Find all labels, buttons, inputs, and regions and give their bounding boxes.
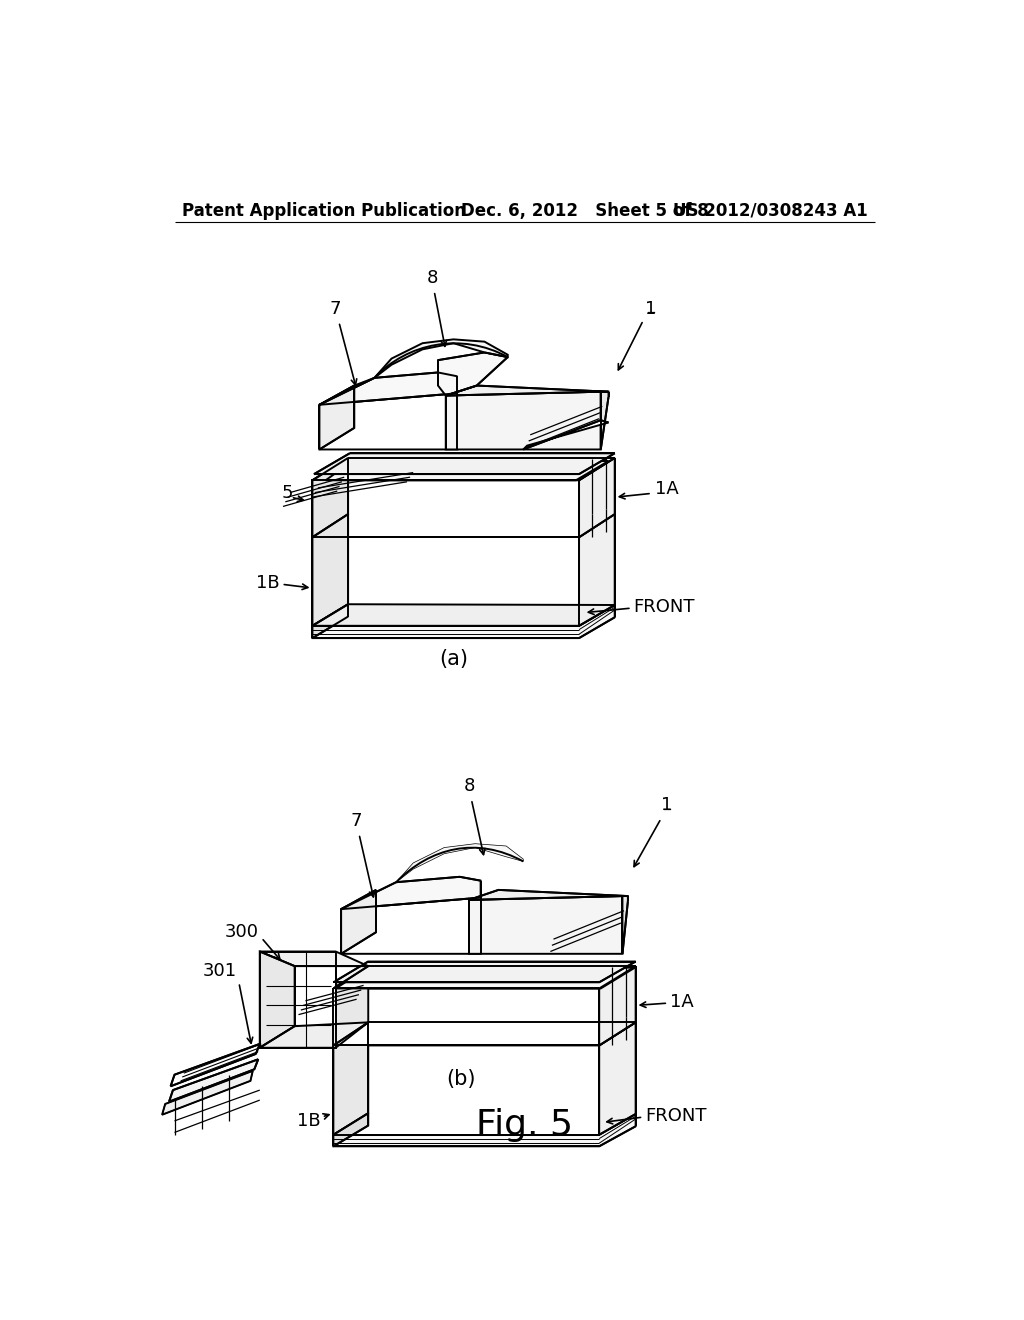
Polygon shape bbox=[341, 876, 480, 909]
Text: Fig. 5: Fig. 5 bbox=[476, 1107, 573, 1142]
Polygon shape bbox=[314, 453, 614, 474]
Polygon shape bbox=[341, 890, 376, 954]
Text: (b): (b) bbox=[446, 1069, 476, 1089]
Text: FRONT: FRONT bbox=[646, 1106, 708, 1125]
Polygon shape bbox=[579, 515, 614, 626]
Polygon shape bbox=[260, 952, 369, 966]
Text: 1A: 1A bbox=[655, 480, 679, 499]
Polygon shape bbox=[312, 515, 348, 626]
Polygon shape bbox=[334, 1022, 636, 1045]
Polygon shape bbox=[334, 989, 599, 1045]
Polygon shape bbox=[260, 952, 336, 1048]
Polygon shape bbox=[312, 605, 348, 638]
Polygon shape bbox=[599, 1022, 636, 1135]
Polygon shape bbox=[469, 890, 628, 900]
Polygon shape bbox=[334, 1045, 599, 1135]
Text: 1: 1 bbox=[645, 300, 656, 318]
Polygon shape bbox=[334, 961, 636, 982]
Polygon shape bbox=[312, 537, 579, 626]
Text: 7: 7 bbox=[330, 300, 341, 318]
Polygon shape bbox=[312, 458, 348, 537]
Text: Patent Application Publication: Patent Application Publication bbox=[182, 202, 466, 219]
Polygon shape bbox=[312, 458, 614, 480]
Polygon shape bbox=[334, 966, 369, 1045]
Polygon shape bbox=[319, 393, 458, 449]
Polygon shape bbox=[326, 461, 608, 480]
Polygon shape bbox=[334, 966, 636, 989]
Polygon shape bbox=[319, 385, 354, 449]
Polygon shape bbox=[445, 385, 608, 396]
Text: 7: 7 bbox=[351, 812, 362, 829]
Polygon shape bbox=[260, 952, 295, 1048]
Polygon shape bbox=[334, 1022, 369, 1135]
Polygon shape bbox=[523, 420, 608, 449]
Text: 8: 8 bbox=[427, 269, 438, 286]
Polygon shape bbox=[171, 1044, 260, 1086]
Polygon shape bbox=[260, 1022, 369, 1048]
Polygon shape bbox=[312, 480, 579, 537]
Polygon shape bbox=[312, 605, 614, 638]
Polygon shape bbox=[334, 1113, 369, 1146]
Polygon shape bbox=[601, 392, 608, 449]
Text: 300: 300 bbox=[224, 923, 258, 941]
Text: 1: 1 bbox=[660, 796, 673, 814]
Text: 1B: 1B bbox=[256, 574, 280, 593]
Polygon shape bbox=[341, 898, 480, 954]
Text: 8: 8 bbox=[463, 777, 475, 795]
Polygon shape bbox=[334, 1114, 636, 1146]
Polygon shape bbox=[319, 372, 458, 405]
Text: (a): (a) bbox=[439, 649, 468, 669]
Polygon shape bbox=[396, 843, 523, 882]
Text: 1B: 1B bbox=[297, 1111, 321, 1130]
Polygon shape bbox=[375, 339, 508, 378]
Polygon shape bbox=[312, 605, 614, 626]
Text: 1A: 1A bbox=[671, 993, 694, 1011]
Text: FRONT: FRONT bbox=[633, 598, 695, 616]
Text: 301: 301 bbox=[203, 962, 237, 979]
Polygon shape bbox=[336, 968, 635, 989]
Polygon shape bbox=[469, 896, 623, 954]
Text: 5: 5 bbox=[282, 484, 293, 503]
Polygon shape bbox=[319, 378, 375, 405]
Polygon shape bbox=[162, 1071, 253, 1114]
Polygon shape bbox=[445, 392, 601, 449]
Polygon shape bbox=[599, 966, 636, 1045]
Polygon shape bbox=[438, 352, 508, 396]
Text: Dec. 6, 2012   Sheet 5 of 8: Dec. 6, 2012 Sheet 5 of 8 bbox=[461, 202, 709, 219]
Polygon shape bbox=[579, 458, 614, 537]
Polygon shape bbox=[623, 896, 628, 954]
Polygon shape bbox=[169, 1059, 258, 1102]
Text: US 2012/0308243 A1: US 2012/0308243 A1 bbox=[674, 202, 868, 219]
